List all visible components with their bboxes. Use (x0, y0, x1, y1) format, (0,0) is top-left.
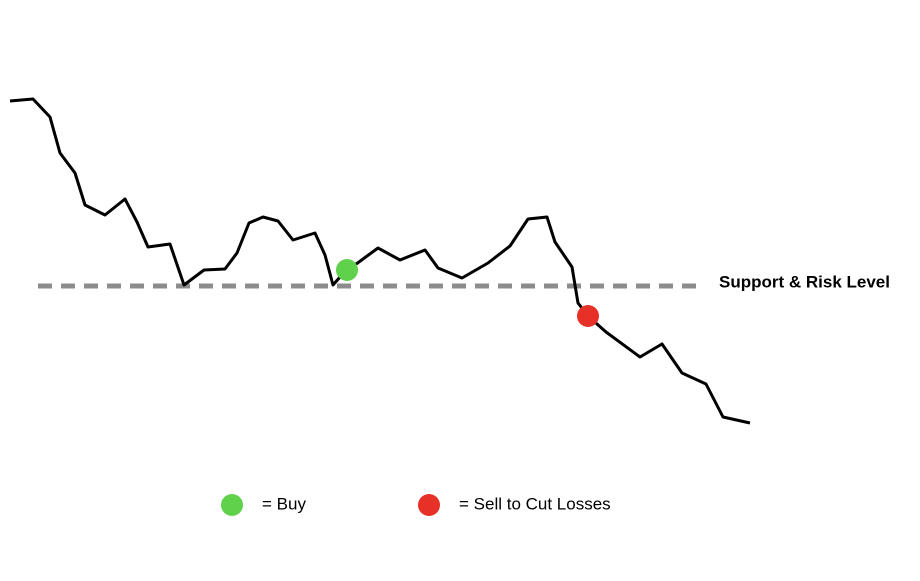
price-line (9, 97, 751, 425)
legend-buy-dot (221, 494, 243, 516)
legend-label: = Buy (262, 494, 306, 513)
buy-marker (336, 259, 358, 281)
legend-label: = Sell to Cut Losses (459, 494, 611, 513)
support-label: Support & Risk Level (719, 272, 890, 291)
legend-sell-dot (418, 494, 440, 516)
sell-marker (577, 305, 599, 327)
